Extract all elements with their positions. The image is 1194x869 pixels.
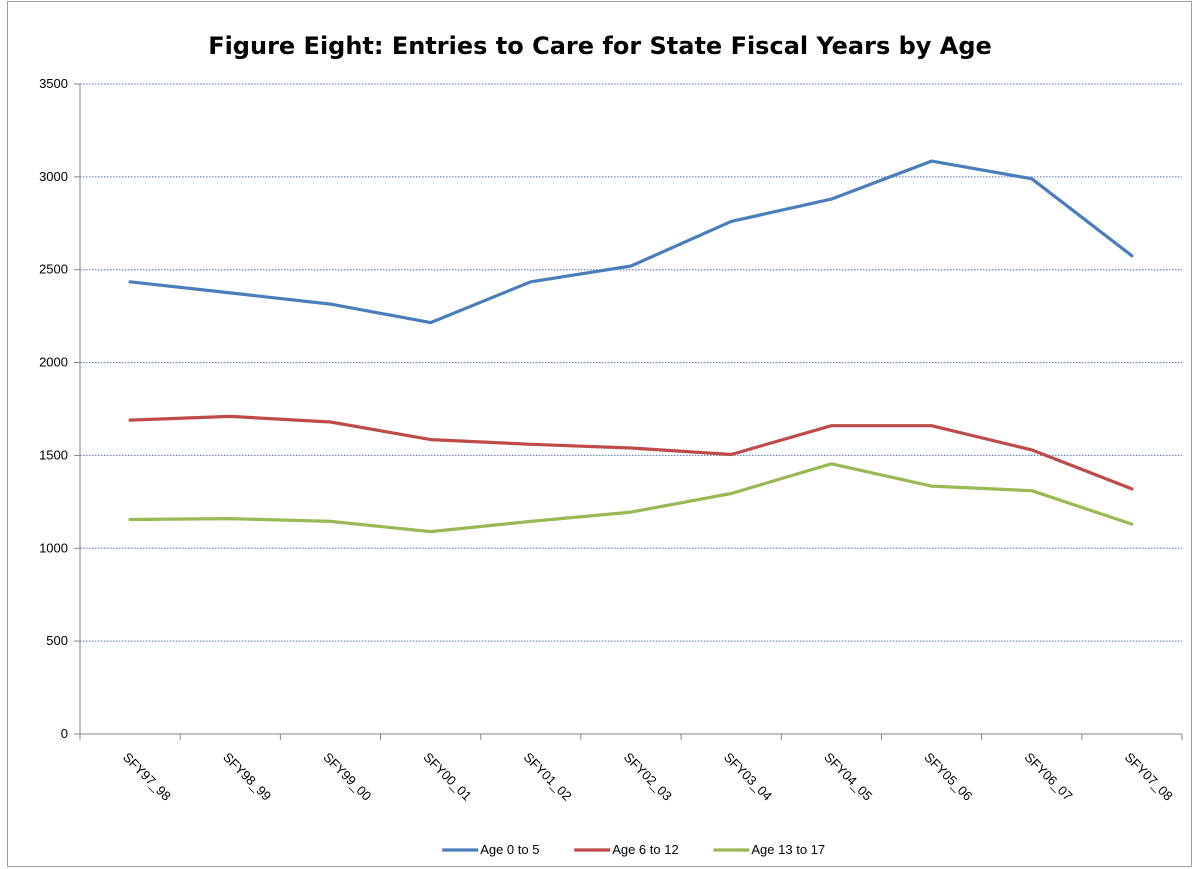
x-axis-ticks: SFY97_98 SFY98_99 SFY99_00 SFY00_01 SFY01_02… <box>120 750 1176 804</box>
x-tick-label: SFY02_03 <box>621 750 675 804</box>
series-line <box>128 414 1134 491</box>
x-tick-label: SFY00_01 <box>421 750 475 804</box>
y-tick-label: 2000 <box>39 355 68 370</box>
legend-label: Age 13 to 17 <box>751 842 825 857</box>
series-line <box>128 159 1134 325</box>
y-tick-label: 500 <box>46 633 68 648</box>
y-axis-ticks: 0 500 1000 1500 2000 2500 3000 3500 <box>39 76 68 741</box>
line-chart: Figure Eight: Entries to Care for State … <box>39 32 1183 857</box>
series-line <box>128 462 1134 534</box>
y-tick-label: 1000 <box>39 540 68 555</box>
series-lines <box>128 159 1134 534</box>
x-tick-label: SFY04_05 <box>821 750 875 804</box>
y-tick-label: 3500 <box>39 76 68 91</box>
y-tick-label: 0 <box>61 726 68 741</box>
x-tick-label: SFY98_99 <box>220 750 274 804</box>
y-tick-label: 2500 <box>39 262 68 277</box>
x-tick-label: SFY99_00 <box>320 750 374 804</box>
x-tick-label: SFY03_04 <box>721 750 775 804</box>
legend-label: Age 0 to 5 <box>480 842 539 857</box>
x-tick-label: SFY07_08 <box>1122 750 1176 804</box>
x-tick-label: SFY97_98 <box>120 750 174 804</box>
axes <box>74 83 1183 740</box>
y-tick-label: 1500 <box>39 447 68 462</box>
legend: Age 0 to 5 Age 6 to 12 Age 13 to 17 <box>442 842 825 857</box>
y-tick-label: 3000 <box>39 169 68 184</box>
x-tick-label: SFY06_07 <box>1022 750 1076 804</box>
x-tick-label: SFY01_02 <box>521 750 575 804</box>
chart-title: Figure Eight: Entries to Care for State … <box>208 32 992 60</box>
x-tick-label: SFY05_06 <box>921 750 975 804</box>
legend-label: Age 6 to 12 <box>612 842 679 857</box>
chart-area: Figure Eight: Entries to Care for State … <box>7 1 1192 867</box>
gridlines <box>80 83 1182 642</box>
